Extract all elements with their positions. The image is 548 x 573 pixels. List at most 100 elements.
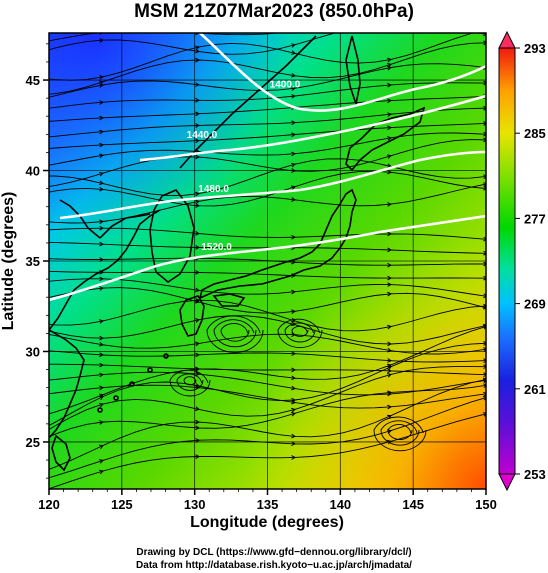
streamline-arrow	[483, 80, 486, 86]
streamline-arrow	[99, 142, 105, 148]
streamline-arrow	[483, 29, 487, 33]
streamline	[49, 132, 486, 166]
streamline-arrow	[387, 202, 393, 207]
streamline	[49, 42, 486, 95]
streamline-arrow	[387, 262, 393, 268]
streamline-arrow	[290, 185, 296, 190]
streamline-arrow	[195, 298, 201, 303]
streamline-loop	[213, 319, 257, 348]
streamline-arrow	[195, 45, 201, 51]
streamline-arrow	[98, 395, 104, 401]
streamline-arrow	[386, 154, 392, 159]
streamline-arrow	[99, 362, 105, 368]
contour-1480	[59, 150, 486, 220]
colorbar-bottom-arrow	[498, 473, 516, 492]
streamline-arrow	[195, 270, 201, 275]
streamline-arrow	[99, 241, 105, 247]
streamline	[49, 315, 486, 345]
streamline-loop	[277, 318, 323, 349]
streamline-arrow	[483, 364, 486, 370]
streamline-arrow	[483, 391, 486, 397]
height-contours	[49, 33, 486, 302]
streamline	[49, 413, 486, 489]
streamline-arrow	[99, 186, 105, 192]
colorbar-gradient	[498, 47, 516, 475]
streamline-arrow	[195, 318, 201, 323]
streamline-arrow	[99, 335, 105, 341]
x-tick-label: 130	[184, 497, 206, 512]
streamline	[49, 397, 486, 479]
streamline-arrow	[291, 43, 297, 48]
streamline-loop	[291, 325, 309, 337]
streamline-arrow	[195, 231, 201, 236]
streamline-arrow	[291, 72, 297, 78]
y-axis-label: Latitude (degrees)	[0, 192, 17, 331]
x-axis: 120 125 130 135 140 145 150	[38, 489, 497, 512]
streamline-arrow	[195, 287, 201, 293]
streamline-arrow	[387, 275, 393, 281]
streamline	[49, 122, 486, 149]
x-tick-label: 120	[38, 497, 60, 512]
streamline-arrow	[291, 367, 297, 373]
streamline-arrow	[99, 115, 105, 121]
streamline-arrow	[387, 347, 393, 353]
streamline-arrow	[195, 406, 201, 411]
streamline	[49, 299, 486, 332]
map-title: MSM 21Z07Mar2023 (850.0hPa)	[134, 1, 414, 22]
streamline-arrow	[291, 50, 297, 55]
streamline-arrow	[291, 407, 297, 413]
streamline-arrow	[291, 433, 297, 439]
streamline	[49, 384, 486, 409]
x-tick-label: 150	[475, 497, 497, 512]
colorbar-tick-label: 269	[524, 297, 546, 312]
streamline-arrow	[99, 372, 105, 378]
streamline-arrow	[386, 439, 393, 445]
streamline-arrow	[195, 341, 201, 347]
colorbar-tick-label: 261	[524, 382, 546, 397]
streamline-arrow	[387, 324, 393, 330]
streamline-arrow	[195, 454, 201, 459]
y-tick-label: 45	[26, 73, 40, 88]
streamline	[49, 326, 486, 415]
streamline	[49, 33, 475, 81]
streamline-arrow	[483, 412, 486, 417]
streamline-arrow	[99, 225, 105, 231]
x-axis-label: Longitude (degrees)	[190, 514, 344, 531]
streamline	[49, 350, 486, 363]
streamline-arrow	[483, 121, 486, 126]
streamline	[49, 363, 486, 376]
streamline	[49, 33, 486, 55]
streamline	[49, 278, 486, 297]
streamline-arrow	[483, 105, 486, 111]
streamline-arrow	[483, 185, 486, 191]
streamline-loop	[284, 322, 316, 343]
coastlines	[49, 35, 426, 472]
streamline-arrow	[98, 459, 104, 464]
colorbar-top-arrow	[498, 30, 516, 49]
streamline-arrow	[387, 57, 393, 63]
streamline-arrow	[483, 358, 486, 364]
streamline-arrow	[195, 138, 201, 144]
streamline-arrow	[387, 390, 393, 396]
streamline	[49, 378, 486, 470]
streamline-arrow	[387, 136, 393, 141]
streamline-arrow	[483, 261, 486, 267]
streamline-arrow	[99, 286, 105, 291]
streamline-arrow	[291, 397, 297, 403]
streamline-arrow	[387, 231, 393, 237]
streamline	[49, 257, 486, 266]
streamline	[49, 270, 486, 279]
streamline-loop	[387, 424, 413, 441]
colorbar-tick-label: 293	[524, 41, 546, 56]
streamline-loop	[183, 376, 197, 386]
streamline-arrow	[291, 168, 297, 173]
streamline	[49, 95, 486, 122]
streamline-arrow	[483, 372, 486, 377]
streamline-loop	[380, 420, 420, 446]
streamline-arrow	[290, 317, 296, 323]
y-tick-label: 25	[26, 435, 40, 450]
streamline-arrow	[387, 404, 393, 410]
streamline-arrow	[195, 48, 201, 54]
streamline-arrow	[387, 282, 393, 287]
streamline-arrow	[99, 319, 105, 324]
